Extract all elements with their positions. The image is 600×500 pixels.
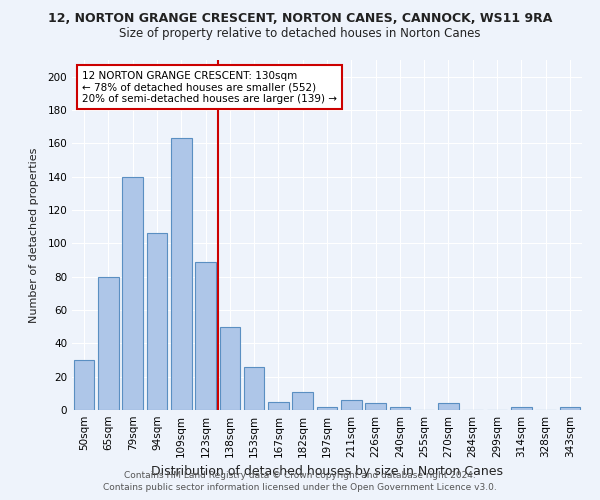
Bar bbox=[389, 406, 410, 410]
Bar bbox=[98, 276, 119, 410]
Text: 12, NORTON GRANGE CRESCENT, NORTON CANES, CANNOCK, WS11 9RA: 12, NORTON GRANGE CRESCENT, NORTON CANES… bbox=[48, 12, 552, 26]
Bar bbox=[511, 406, 532, 410]
Bar bbox=[317, 406, 337, 410]
Bar bbox=[365, 404, 386, 410]
Bar bbox=[292, 392, 313, 410]
X-axis label: Distribution of detached houses by size in Norton Canes: Distribution of detached houses by size … bbox=[151, 466, 503, 478]
Text: Contains HM Land Registry data © Crown copyright and database right 2024.
Contai: Contains HM Land Registry data © Crown c… bbox=[103, 471, 497, 492]
Bar bbox=[341, 400, 362, 410]
Bar bbox=[438, 404, 459, 410]
Bar bbox=[146, 234, 167, 410]
Text: Size of property relative to detached houses in Norton Canes: Size of property relative to detached ho… bbox=[119, 28, 481, 40]
Bar bbox=[74, 360, 94, 410]
Bar bbox=[195, 262, 216, 410]
Bar bbox=[244, 366, 265, 410]
Bar bbox=[560, 406, 580, 410]
Bar bbox=[268, 402, 289, 410]
Bar bbox=[220, 326, 240, 410]
Y-axis label: Number of detached properties: Number of detached properties bbox=[29, 148, 39, 322]
Bar bbox=[171, 138, 191, 410]
Bar bbox=[122, 176, 143, 410]
Text: 12 NORTON GRANGE CRESCENT: 130sqm
← 78% of detached houses are smaller (552)
20%: 12 NORTON GRANGE CRESCENT: 130sqm ← 78% … bbox=[82, 70, 337, 104]
